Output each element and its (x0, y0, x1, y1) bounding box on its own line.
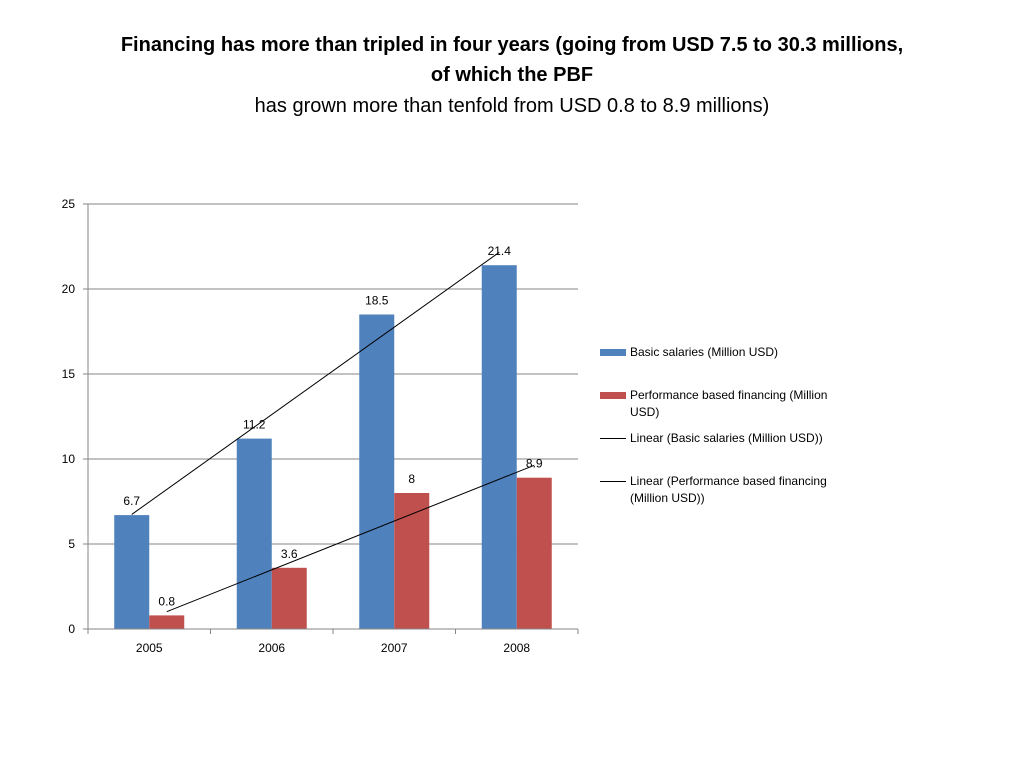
legend-label-linear-pbf: Linear (Performance based financing (Mil… (630, 474, 827, 505)
legend-line-linear-basic (600, 438, 626, 439)
trendline-basic-salaries (131, 251, 500, 515)
axes: 0 5 10 15 20 25 2005 2006 2007 2008 (62, 197, 579, 655)
bar-basic-salaries (359, 314, 395, 629)
y-tick-label: 20 (62, 282, 76, 296)
bar-basic-salaries (114, 515, 150, 629)
data-label: 8.9 (526, 457, 543, 471)
y-tick-label: 5 (68, 537, 75, 551)
y-tick-label: 10 (62, 452, 76, 466)
bars (114, 265, 552, 629)
data-label: 11.2 (243, 418, 266, 432)
legend-label-pbf: Performance based financing (Million USD… (630, 388, 828, 419)
data-label: 18.5 (365, 294, 389, 308)
y-tick-label: 25 (62, 197, 76, 211)
data-label: 0.8 (158, 594, 175, 608)
bar-pbf (516, 477, 552, 629)
legend-label-linear-basic: Linear (Basic salaries (Million USD)) (630, 431, 823, 445)
x-tick-label: 2008 (503, 641, 530, 655)
legend-swatch-pbf (600, 392, 626, 399)
data-label: 3.6 (281, 547, 298, 561)
legend-label-basic-salaries: Basic salaries (Million USD) (630, 345, 779, 359)
data-labels: 6.7 11.2 18.5 21.4 0.8 3.6 8 8.9 (123, 244, 543, 608)
title-line-1: Financing has more than tripled in four … (120, 34, 904, 56)
x-tick-label: 2007 (381, 641, 408, 655)
title-line-2: of which the PBF (430, 64, 594, 86)
legend-line-linear-pbf (600, 481, 626, 482)
y-tick-label: 15 (62, 367, 76, 381)
data-label: 21.4 (488, 244, 512, 258)
y-tick-label: 0 (68, 622, 75, 636)
title-line-3: has grown more than tenfold from USD 0.8… (254, 95, 770, 117)
trendline-pbf (166, 464, 535, 613)
x-tick-label: 2005 (136, 641, 163, 655)
x-tick-label: 2006 (258, 641, 285, 655)
bar-basic-salaries (481, 265, 517, 629)
chart-title: Financing has more than tripled in four … (40, 30, 984, 122)
data-label: 8 (408, 472, 415, 486)
bar-basic-salaries (236, 438, 272, 629)
data-label: 6.7 (123, 494, 140, 508)
bar-pbf (271, 567, 307, 629)
bar-pbf (149, 615, 185, 629)
bar-pbf (394, 493, 430, 629)
legend-swatch-basic-salaries (600, 349, 626, 356)
trendlines (131, 251, 535, 613)
